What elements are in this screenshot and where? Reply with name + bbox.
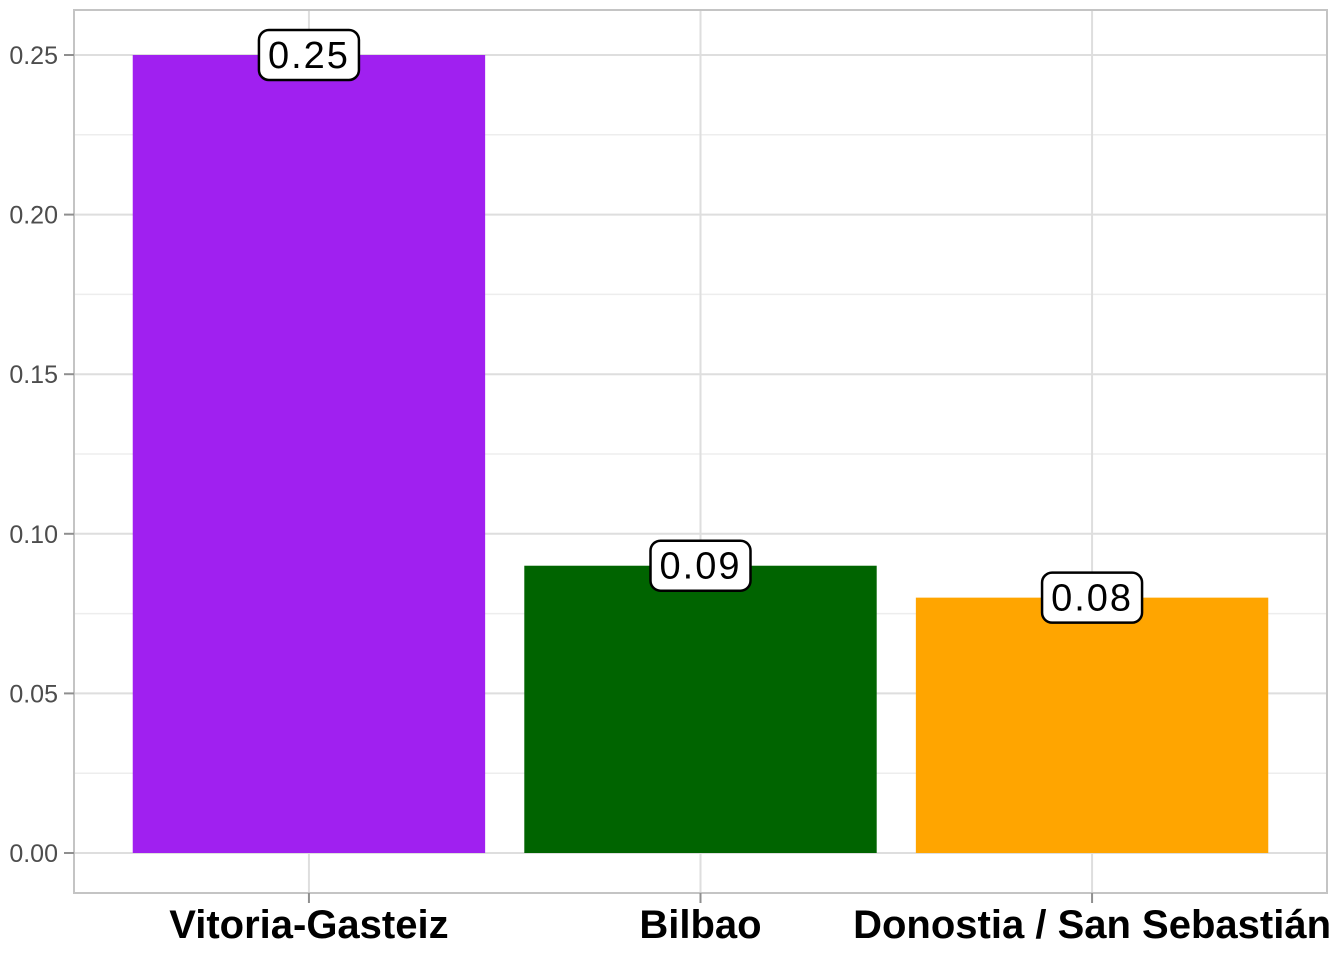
value-label-box [1040,571,1144,624]
x-axis-category-label: Vitoria-Gasteiz [169,903,448,947]
y-axis-tick-label: 0.10 [9,521,58,549]
x-axis-category-label: Bilbao [639,903,761,947]
value-label: 0.08 [1040,571,1144,624]
value-label-text: 0.08 [1051,578,1133,620]
value-label-text: 0.25 [268,35,350,77]
bar [524,565,877,853]
value-label-box [257,28,361,82]
value-label: 0.25 [257,28,361,82]
bar [132,55,486,853]
value-label: 0.09 [649,539,752,592]
value-label-box [649,539,752,592]
y-axis-tick-label: 0.15 [9,361,58,389]
x-axis-category-label: Donostia / San Sebastián [853,903,1331,947]
y-axis-tick-label: 0.05 [9,680,58,708]
bar [915,597,1269,853]
y-axis-tick-label: 0.25 [9,42,58,70]
y-axis-tick-label: 0.00 [9,840,58,868]
value-label-text: 0.09 [660,546,742,588]
y-axis-tick-label: 0.20 [9,202,58,230]
